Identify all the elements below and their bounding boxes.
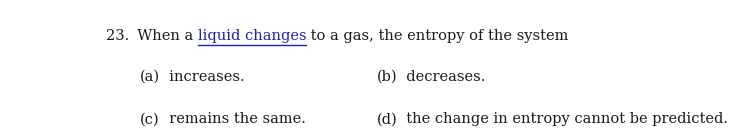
Text: (a): (a) xyxy=(140,70,160,84)
Text: liquid changes: liquid changes xyxy=(198,29,306,43)
Text: (b): (b) xyxy=(376,70,398,84)
Text: remains the same.: remains the same. xyxy=(160,112,306,126)
Text: 23.: 23. xyxy=(106,29,129,43)
Text: increases.: increases. xyxy=(160,70,245,84)
Text: decreases.: decreases. xyxy=(398,70,486,84)
Text: (d): (d) xyxy=(376,112,398,126)
Text: to a gas, the entropy of the system: to a gas, the entropy of the system xyxy=(306,29,569,43)
Text: (c): (c) xyxy=(140,112,160,126)
Text: When a: When a xyxy=(128,29,198,43)
Text: the change in entropy cannot be predicted.: the change in entropy cannot be predicte… xyxy=(398,112,728,126)
